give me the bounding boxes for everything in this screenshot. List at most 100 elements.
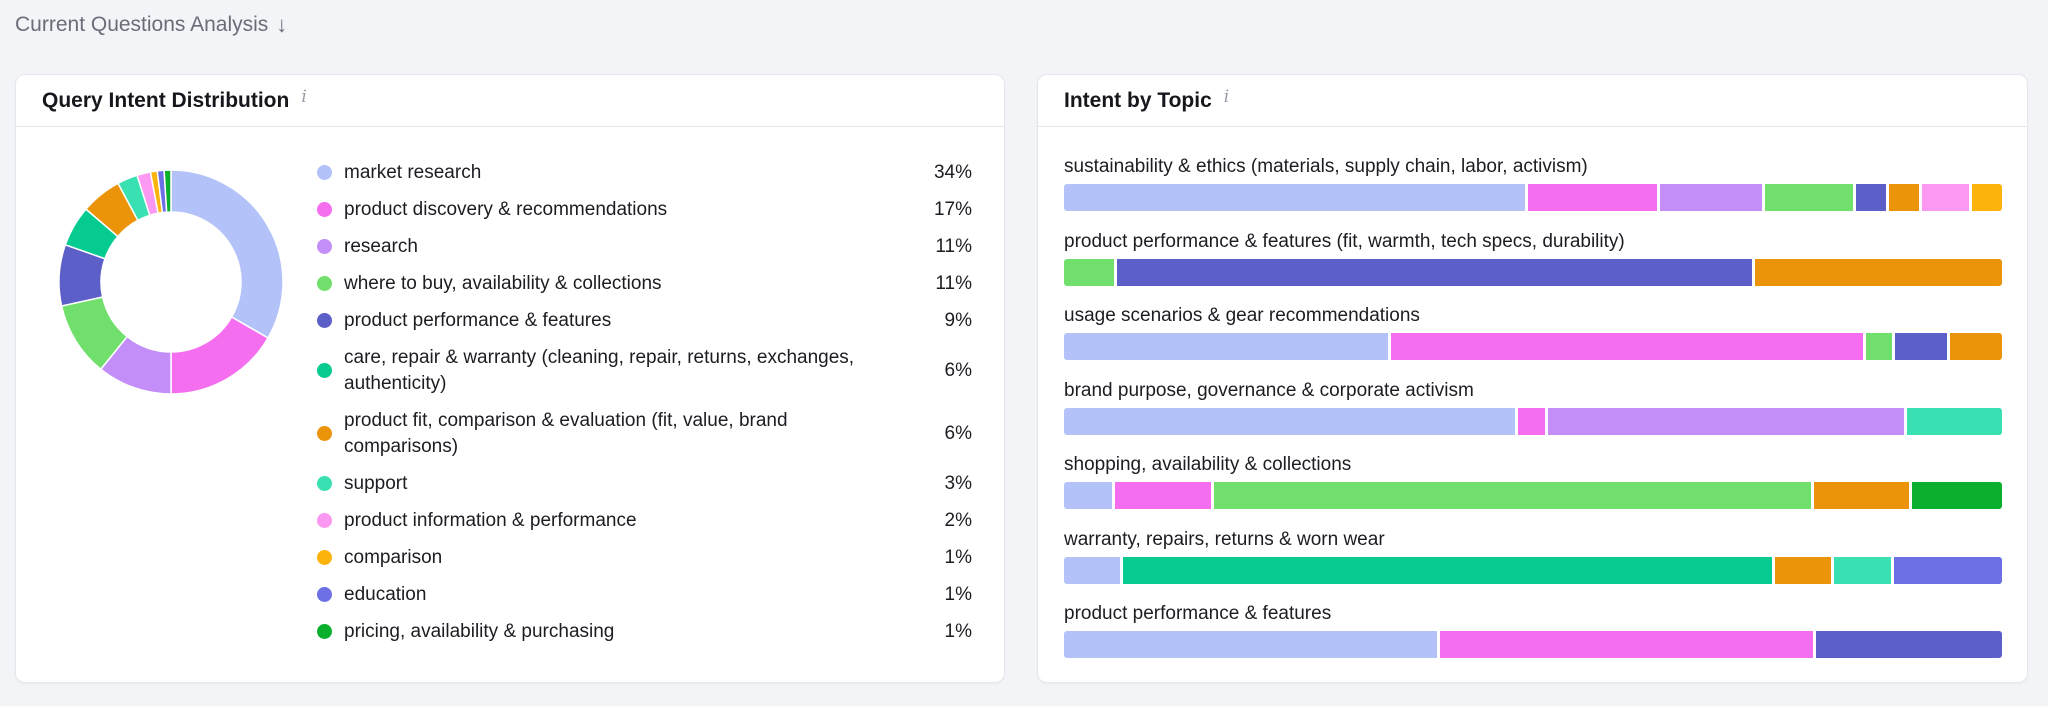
card-header: Query Intent Distribution i [16,75,1004,127]
legend-color-dot [317,587,332,602]
stacked-bar [1064,556,2002,584]
bar-segment[interactable] [1064,258,1115,286]
topic-row: sustainability & ethics (materials, supp… [1064,154,2002,229]
legend-item[interactable]: product performance & features 9% [311,302,1001,339]
bar-segment[interactable] [1907,407,2002,435]
bar-segment[interactable] [1893,556,2002,584]
bar-segment[interactable] [1895,333,1948,360]
legend-item[interactable]: support 3% [311,465,1001,502]
stacked-bar [1064,482,2002,509]
legend-value: 1% [944,546,972,568]
bar-segment[interactable] [1950,333,2002,360]
bar-segment[interactable] [1813,482,1910,509]
legend-label: product fit, comparison & evaluation (fi… [344,409,788,457]
stacked-bar [1064,631,2002,658]
bar-segment[interactable] [1834,556,1891,584]
legend-item[interactable]: comparison 1% [311,539,1001,576]
legend-label: education [344,583,427,605]
info-icon[interactable]: i [301,86,307,107]
legend-color-dot [317,165,332,180]
legend-color-dot [317,513,332,528]
topic-row: usage scenarios & gear recommendations [1064,303,2002,378]
card-header: Intent by Topic i [1038,75,2027,127]
topic-label: warranty, repairs, returns & worn wear [1064,528,1385,550]
donut-slice[interactable] [170,169,284,340]
bar-segment[interactable] [1888,184,1920,211]
legend-color-dot [317,426,332,441]
legend-color-dot [317,276,332,291]
intent-by-topic-card: Intent by Topic i sustainability & ethic… [1037,74,2028,683]
bar-segment[interactable] [1912,482,2002,509]
bar-segment[interactable] [1117,258,1752,286]
bar-segment[interactable] [1774,556,1832,584]
query-intent-distribution-card: Query Intent Distribution i market resea… [15,74,1005,683]
section-title[interactable]: Current Questions Analysis ↓ [15,12,287,38]
bar-segment[interactable] [1115,482,1211,509]
bar-segment[interactable] [1064,556,1121,584]
legend-value: 1% [944,583,972,605]
legend-label: support [344,472,408,494]
bar-segment[interactable] [1064,333,1389,360]
legend-value: 3% [944,472,972,494]
bar-segment[interactable] [1660,184,1762,211]
legend-label: where to buy, availability & collections [344,272,662,294]
legend-color-dot [317,313,332,328]
bar-segment[interactable] [1971,184,2002,211]
bar-segment[interactable] [1855,184,1886,211]
bar-segment[interactable] [1866,333,1893,360]
legend: market research 34% product discovery & re… [311,154,1001,650]
legend-value: 2% [944,509,972,531]
legend-value: 17% [933,198,972,220]
bar-segment[interactable] [1528,184,1658,211]
topic-label: product performance & features (fit, war… [1064,230,1625,252]
legend-item[interactable]: education 1% [311,576,1001,613]
bar-segment[interactable] [1064,482,1113,509]
legend-label: comparison [344,546,443,568]
legend-item[interactable]: pricing, availability & purchasing 1% [311,613,1001,650]
bar-segment[interactable] [1064,184,1526,211]
legend-label: market research [344,161,482,183]
topic-row: product performance & features [1064,601,2002,676]
bar-segment[interactable] [1517,407,1545,435]
bar-segment[interactable] [1815,631,2002,658]
bar-segment[interactable] [1123,556,1772,584]
legend-item[interactable]: market research 34% [311,154,1001,191]
topic-label: product performance & features [1064,603,1332,624]
topic-row: warranty, repairs, returns & worn wear [1064,527,2002,602]
stacked-bar [1064,407,2002,435]
legend-value: 1% [944,620,972,642]
legend-color-dot [317,624,332,639]
card-title: Query Intent Distribution [42,88,290,112]
bar-segment[interactable] [1547,407,1905,435]
bar-segment[interactable] [1213,482,1811,509]
bar-segment[interactable] [1764,184,1853,211]
donut-slice[interactable] [163,169,172,213]
bar-segment[interactable] [1391,333,1864,360]
legend-item[interactable]: product fit, comparison & evaluation (fi… [311,402,1001,465]
topic-row: product performance & features (fit, war… [1064,229,2002,304]
topic-label: shopping, availability & collections [1064,454,1352,475]
legend-item[interactable]: product information & performance 2% [311,502,1001,539]
bar-segment[interactable] [1922,184,1969,211]
section-title-text: Current Questions Analysis [15,13,269,36]
bar-segment[interactable] [1064,407,1515,435]
bar-segment[interactable] [1755,258,2002,286]
stacked-bar [1064,184,2002,211]
bar-segment[interactable] [1439,631,1813,658]
topic-label: brand purpose, governance & corporate ac… [1064,379,1474,401]
legend-label: care, repair & warranty (cleaning, repai… [344,346,855,394]
stacked-bar [1064,258,2002,286]
legend-color-dot [317,363,332,378]
legend-label: product discovery & recommendations [344,198,668,220]
legend-item[interactable]: where to buy, availability & collections… [311,265,1001,302]
bar-segment[interactable] [1064,631,1437,658]
legend-color-dot [317,239,332,254]
topic-label: usage scenarios & gear recommendations [1064,305,1420,326]
legend-item[interactable]: research 11% [311,228,1001,265]
legend-item[interactable]: care, repair & warranty (cleaning, repai… [311,339,1001,402]
legend-value: 11% [935,272,972,294]
arrow-down-icon[interactable]: ↓ [276,12,288,37]
legend-label: product performance & features [344,309,612,331]
info-icon[interactable]: i [1223,86,1230,107]
legend-item[interactable]: product discovery & recommendations 17% [311,191,1001,228]
